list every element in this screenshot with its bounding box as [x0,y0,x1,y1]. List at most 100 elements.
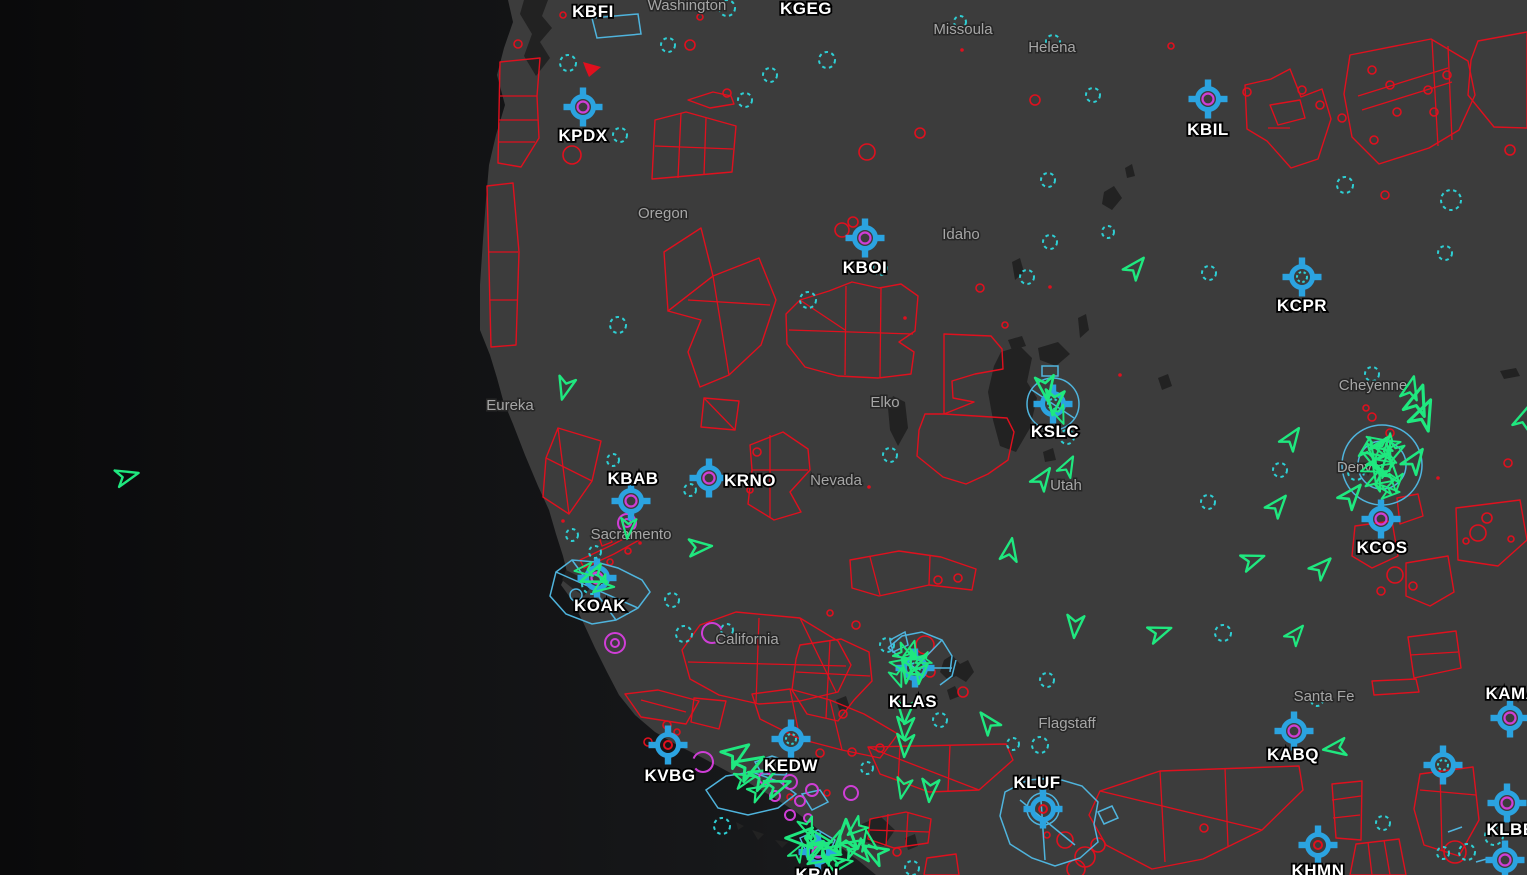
restricted-area-divider [712,275,730,376]
marker-stub [787,751,795,759]
marker-stub [1033,400,1041,408]
aircraft-icon[interactable] [1263,490,1292,520]
aircraft-icon[interactable] [800,834,825,862]
aircraft-icon[interactable] [577,562,609,590]
aircraft-icon[interactable] [893,776,914,800]
restricted-area-boundary [1244,68,1332,169]
aircraft-icon[interactable] [896,732,916,759]
aircraft-icon[interactable] [1336,479,1367,512]
aircraft-icon[interactable] [1376,446,1399,469]
aircraft-icon[interactable] [1028,463,1057,493]
aircraft-icon[interactable] [796,815,819,841]
airport-label-KLBB: KLBB [1486,820,1527,839]
aircraft-icon[interactable] [1239,548,1267,573]
aircraft-icon[interactable] [843,814,870,841]
airport-marker[interactable] [1485,840,1525,875]
aircraft-icon[interactable] [891,641,918,666]
aircraft-icon[interactable] [746,761,781,793]
aircraft-icon[interactable] [554,374,578,402]
marker-stub [705,458,713,466]
aircraft-icon[interactable] [619,516,638,540]
dashed-airspace-ring [879,637,895,653]
aircraft-icon[interactable] [1399,374,1422,402]
marker-stub [1188,95,1196,103]
aircraft-icon[interactable] [896,699,916,726]
aircraft-icon[interactable] [1033,373,1057,403]
airport-marker-KCPR[interactable] [1282,257,1322,297]
marker-stub [627,513,635,521]
aircraft-icon[interactable] [1380,484,1401,500]
restricted-circle [696,13,704,21]
aircraft-icon[interactable] [784,826,815,850]
aircraft-icon[interactable] [1055,453,1080,480]
aircraft-icon[interactable] [113,465,141,489]
aircraft-icon[interactable] [573,561,595,577]
aircraft-icon[interactable] [1043,388,1066,417]
aircraft-icon[interactable] [687,537,714,558]
dashed-airspace-ring [1006,737,1020,751]
airport-marker-KABQ[interactable] [1274,711,1314,751]
marker-inner-magenta [1503,711,1517,725]
aircraft-icon[interactable] [745,779,772,804]
city-label-cheyenne: Cheyenne [1339,377,1407,394]
aircraft-icon[interactable] [833,817,859,851]
aircraft-icon[interactable] [1277,423,1306,453]
restricted-area-boundary [667,257,777,388]
aircraft-icon[interactable] [1399,444,1431,477]
aircraft-icon[interactable] [1282,621,1309,648]
airport-marker-KBIL[interactable] [1188,79,1228,119]
aircraft-icon[interactable] [1511,404,1527,432]
aircraft-icon[interactable] [858,837,890,868]
dashed-airspace-ring [872,260,888,276]
aircraft-icon[interactable] [902,639,921,661]
airport-marker-KEDW[interactable] [771,719,811,759]
aircraft-icon[interactable] [830,854,854,874]
restricted-area-boundary [1396,493,1424,525]
class-airspace-boundary [1041,365,1059,377]
aircraft-icon[interactable] [974,707,1003,737]
aircraft-icon[interactable] [1378,460,1405,487]
aircraft-icon[interactable] [1406,395,1440,433]
aircraft-icon[interactable] [896,715,916,742]
aircraft-icon[interactable] [1357,436,1378,460]
airport-marker-KRNO[interactable] [689,458,729,498]
aircraft-icon[interactable] [806,828,834,851]
city-label-nevada: Nevada [810,472,862,489]
airport-marker-KLUF[interactable] [1023,789,1063,829]
aircraft-icon[interactable] [1370,434,1394,455]
aircraft-icon[interactable] [1374,457,1397,480]
airport-marker[interactable] [1423,745,1463,785]
aircraft-icon[interactable] [1146,620,1174,645]
ocean-layer [0,0,876,875]
restricted-area-divider [844,285,847,376]
aircraft-icon[interactable] [762,773,794,801]
aircraft-icon[interactable] [786,840,809,864]
aircraft-icon[interactable] [589,573,616,598]
airport-marker-KAMA[interactable] [1490,698,1527,738]
airport-marker-KCOS[interactable] [1361,499,1401,539]
aircraft-icon[interactable] [920,777,941,804]
airport-marker-KVBG[interactable] [648,725,688,765]
marker-inner-cyan [785,733,797,745]
aircraft-icon[interactable] [1049,403,1070,427]
airport-marker-KBAB[interactable] [611,481,651,521]
aircraft-icon[interactable] [887,666,908,690]
aircraft-icon[interactable] [1365,442,1383,464]
airport-marker-KPDX[interactable] [563,87,603,127]
aircraft-icon[interactable] [1321,736,1348,758]
aircraft-icon[interactable] [1388,472,1404,493]
aircraft-icon[interactable] [1065,613,1086,640]
aircraft-icon[interactable] [913,651,933,669]
restricted-circle [957,686,969,698]
aircraft-icon[interactable] [732,769,757,790]
aircraft-icon[interactable] [998,536,1021,564]
airport-marker-KBOI[interactable] [845,218,885,258]
airport-marker-KLBB[interactable] [1487,783,1527,823]
aircraft-icon[interactable] [1307,553,1337,582]
airport-marker-KHMN[interactable] [1298,825,1338,865]
marker-stub [664,757,672,765]
aircraft-icon[interactable] [906,659,933,686]
aircraft-icon[interactable] [1121,252,1150,282]
